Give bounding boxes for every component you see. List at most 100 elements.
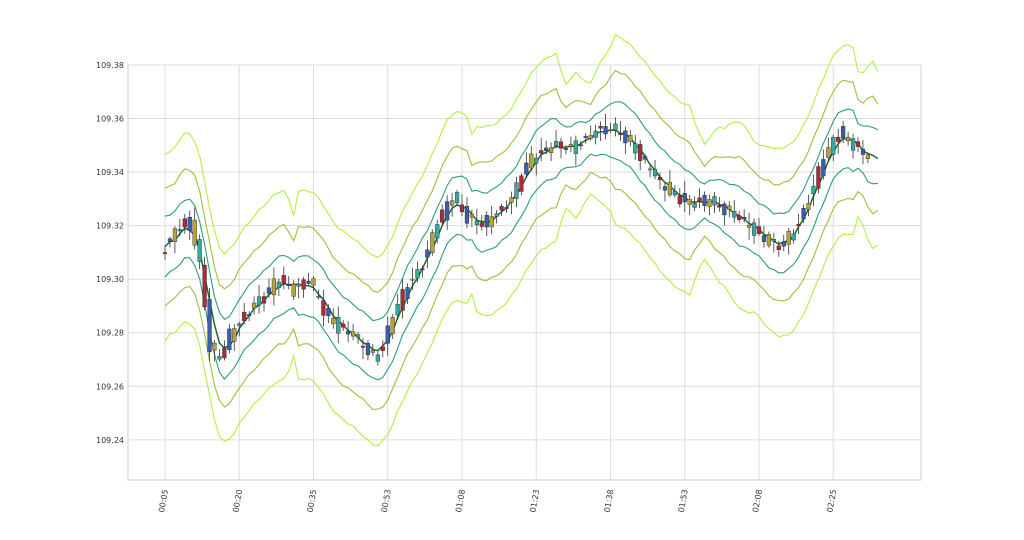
candle: [172, 226, 177, 254]
candle: [850, 133, 856, 159]
candle-body: [593, 130, 598, 138]
candle: [400, 279, 405, 319]
candle-body: [747, 224, 752, 228]
candle: [271, 267, 276, 306]
candle: [657, 172, 663, 190]
candle: [756, 217, 762, 236]
candle-body: [360, 345, 366, 348]
candle-body: [380, 346, 385, 351]
candle-body: [420, 268, 425, 271]
candle-body: [598, 126, 603, 129]
candle-body: [326, 308, 331, 316]
x-tick-label: 00:20: [231, 489, 244, 513]
candle: [385, 316, 390, 356]
candle: [717, 197, 722, 212]
candle-body: [841, 126, 846, 139]
candle-body: [529, 153, 534, 169]
candle-body: [781, 241, 786, 247]
candle-body: [643, 156, 648, 160]
candle: [841, 120, 846, 144]
candle: [494, 210, 499, 224]
y-axis: 109.24 109.26 109.28 109.30 109.32 109.34 109.…: [96, 61, 124, 445]
x-tick-label: 01:38: [603, 489, 616, 513]
candle: [633, 134, 638, 160]
candle: [355, 331, 361, 344]
candle: [519, 173, 524, 196]
candle: [464, 197, 470, 229]
candle: [603, 113, 608, 140]
candle: [598, 121, 603, 142]
candle-body: [187, 216, 192, 231]
candle: [821, 149, 826, 180]
candle-body: [316, 296, 321, 298]
candle: [479, 214, 484, 231]
candle: [534, 153, 539, 176]
candle: [791, 229, 796, 244]
candle-body: [811, 185, 816, 194]
candle: [761, 226, 767, 248]
candle: [207, 287, 212, 362]
candle: [742, 209, 747, 223]
candle: [588, 125, 593, 141]
candle-body: [474, 220, 479, 225]
candle: [583, 133, 588, 144]
candle: [177, 218, 182, 237]
candle: [390, 314, 395, 339]
candle-body: [702, 194, 707, 206]
x-tick-label: 02:25: [825, 489, 838, 513]
candle-body: [776, 245, 781, 250]
candle: [737, 211, 742, 224]
candle: [702, 191, 707, 212]
candle: [365, 340, 371, 361]
candle-body: [375, 354, 380, 362]
candle-body: [484, 215, 489, 228]
candle: [331, 308, 336, 329]
candle: [301, 277, 306, 298]
candle-body: [568, 144, 573, 147]
candle-body: [722, 203, 727, 216]
candle-body: [266, 287, 272, 294]
candle: [474, 208, 479, 235]
candle: [593, 124, 598, 145]
candle: [415, 261, 420, 283]
candle-body: [242, 311, 247, 321]
candle-body: [578, 144, 583, 147]
candle: [697, 188, 702, 209]
candle-body: [479, 222, 484, 227]
candle: [722, 201, 727, 226]
candle-body: [365, 343, 371, 356]
candle: [182, 213, 187, 234]
candle-body: [846, 136, 851, 141]
candle-body: [469, 213, 474, 218]
candle-body: [756, 226, 762, 234]
candle-body: [286, 283, 291, 286]
band-line: [164, 33, 879, 258]
candle: [563, 144, 569, 155]
candle: [529, 146, 534, 172]
candle-body: [311, 278, 316, 286]
candle: [167, 236, 173, 248]
candle: [395, 293, 400, 320]
candle-body: [534, 157, 539, 164]
candle: [514, 176, 519, 208]
candle-body: [276, 281, 281, 288]
candle-body: [415, 269, 420, 279]
candle-body: [445, 201, 450, 221]
candle: [425, 240, 430, 269]
candle-body: [652, 168, 658, 177]
x-tick-label: 01:53: [677, 489, 690, 513]
candle-body: [727, 205, 732, 210]
candle: [613, 117, 618, 137]
candle: [227, 323, 232, 354]
candle-body: [494, 213, 499, 217]
candle-body: [687, 198, 692, 205]
candle-body: [737, 215, 742, 220]
candle: [197, 234, 202, 270]
candle-body: [667, 182, 672, 196]
candle-body: [504, 207, 509, 209]
candle-body: [162, 252, 168, 254]
candle: [484, 211, 489, 237]
candle-body: [583, 136, 588, 138]
candle: [692, 196, 697, 212]
candle: [553, 129, 559, 149]
